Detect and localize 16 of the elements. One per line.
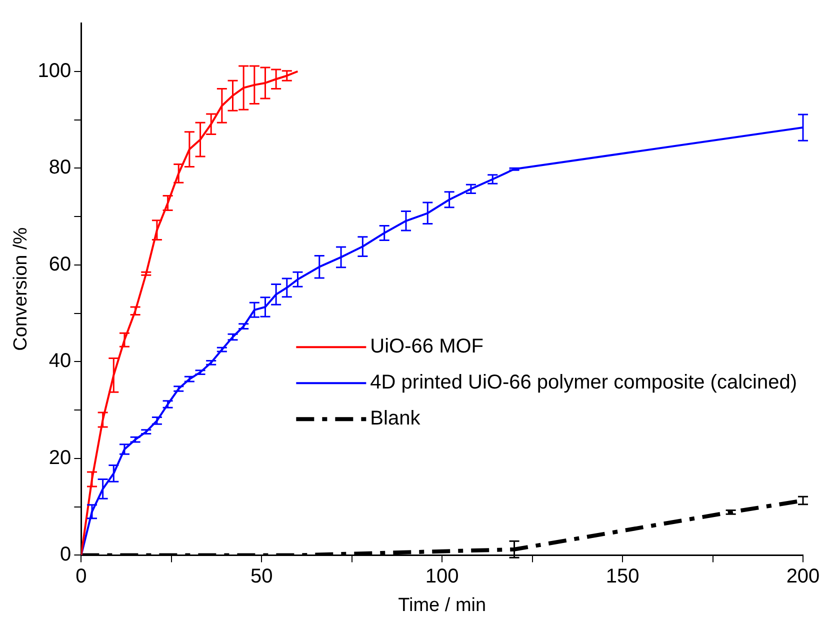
x-axis-title: Time / min <box>398 594 486 616</box>
y-tick-label: 100 <box>38 60 72 82</box>
y-tick-label: 60 <box>48 253 72 276</box>
x-tick-label: 150 <box>606 566 640 588</box>
legend-label: UiO-66 MOF <box>370 336 484 358</box>
x-tick-label: 100 <box>425 566 459 588</box>
y-tick-label: 80 <box>48 156 72 179</box>
y-tick-label: 0 <box>60 544 72 566</box>
x-tick-label: 50 <box>250 566 273 588</box>
y-tick-label: 40 <box>48 350 72 372</box>
y-axis-title: Conversion /% <box>10 227 32 351</box>
legend-label: Blank <box>370 408 422 430</box>
x-tick-label: 0 <box>76 566 87 588</box>
y-tick-label: 20 <box>48 446 72 469</box>
legend-label: 4D printed UiO-66 polymer composite (calcined) <box>370 372 798 394</box>
x-tick-label: 200 <box>786 566 820 588</box>
